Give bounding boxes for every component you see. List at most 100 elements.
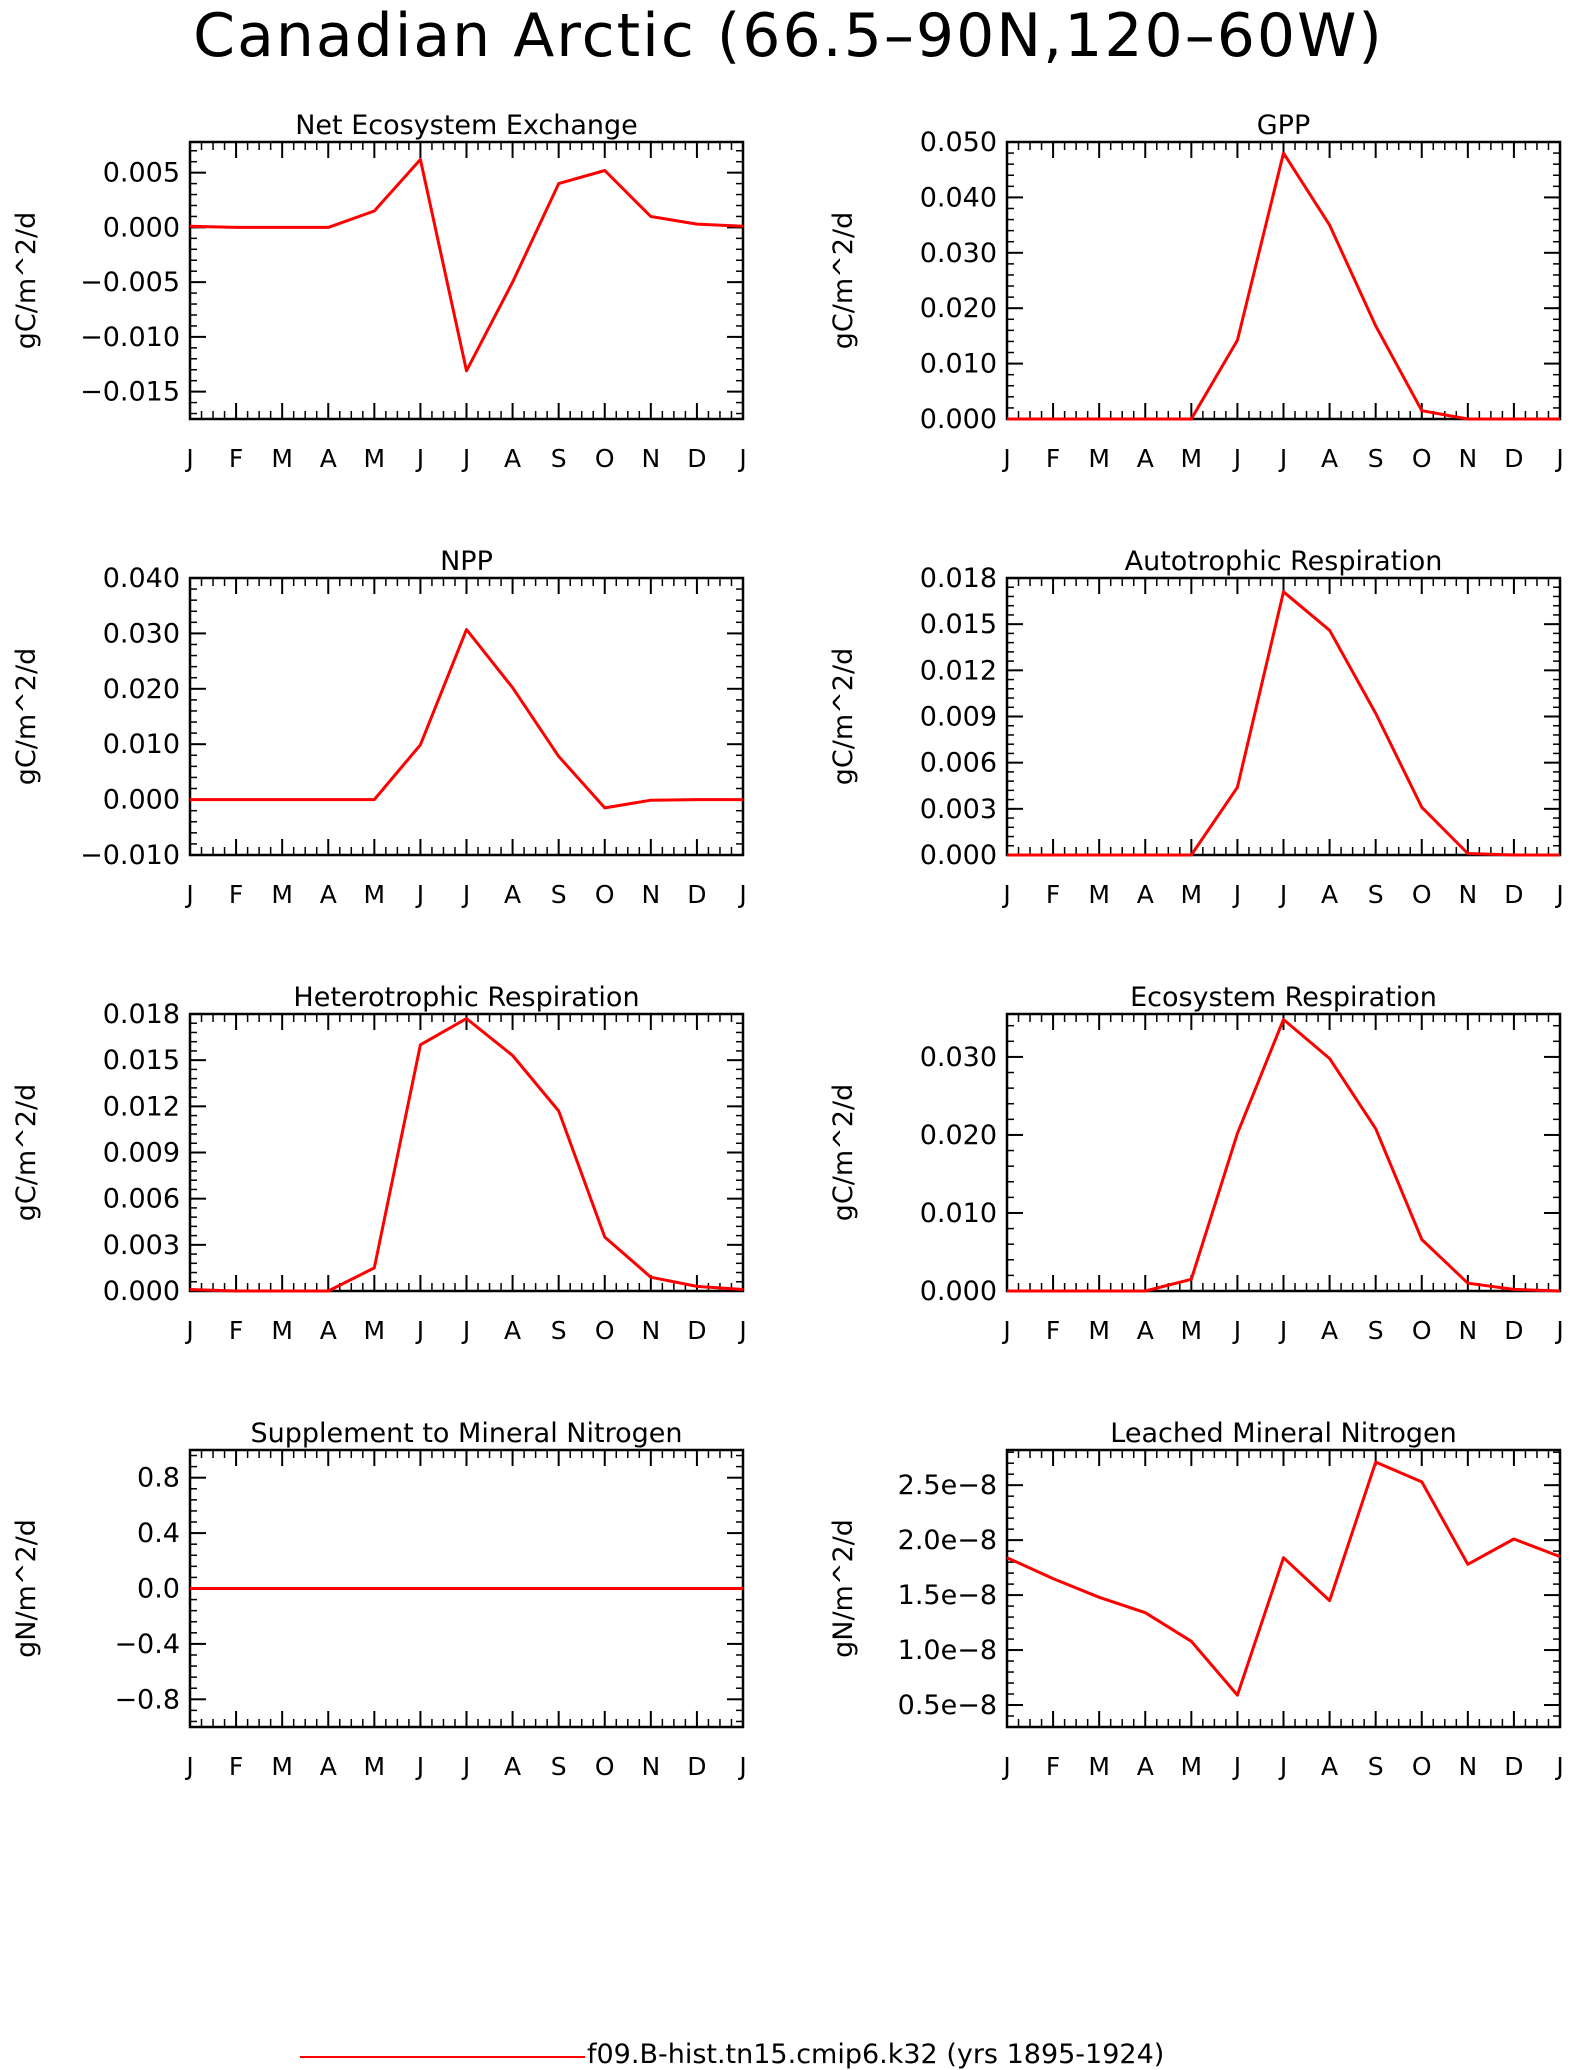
y-axis-label: gC/m^2/d bbox=[828, 212, 859, 349]
plot-frame bbox=[1005, 140, 1562, 421]
x-tick-label: J bbox=[1554, 444, 1563, 473]
y-tick-label: −0.010 bbox=[80, 322, 180, 353]
series-line bbox=[189, 158, 744, 373]
x-tick-label: S bbox=[551, 1752, 567, 1781]
plot-frame bbox=[188, 1012, 745, 1293]
plot-frame bbox=[1005, 1448, 1562, 1729]
chart-title: Autotrophic Respiration bbox=[1125, 546, 1443, 577]
x-tick-label: M bbox=[1088, 1752, 1110, 1781]
y-tick-label: 0.000 bbox=[920, 1276, 997, 1307]
x-tick-label: J bbox=[415, 880, 424, 909]
x-tick-label: J bbox=[461, 1316, 470, 1345]
chart-panel: J F M A M J J A S O N D J0.0000.0030.0060.0090.0120.… bbox=[11, 982, 747, 1345]
y-tick-label: 0.000 bbox=[920, 840, 997, 871]
y-tick-label: 2.5e−8 bbox=[898, 1470, 997, 1501]
x-tick-label: J bbox=[1001, 1316, 1010, 1345]
x-tick-label: F bbox=[1046, 444, 1060, 473]
x-tick-label: J bbox=[1232, 444, 1241, 473]
series-line bbox=[190, 628, 743, 810]
x-tick-label: N bbox=[641, 1752, 660, 1781]
x-tick-label: S bbox=[1368, 1752, 1384, 1781]
chart-panel: J F M A M J J A S O N D J0.5e−81.0e−81.5e−82.0e−82.5… bbox=[828, 1418, 1564, 1781]
y-tick-label: 0.006 bbox=[103, 1184, 180, 1215]
x-tick-label: O bbox=[595, 880, 615, 909]
x-tick-label: D bbox=[1504, 1316, 1523, 1345]
y-tick-label: 0.4 bbox=[137, 1518, 180, 1549]
y-tick-label: 0.030 bbox=[103, 618, 180, 649]
x-tick-label: A bbox=[504, 1752, 521, 1781]
x-tick-label: A bbox=[320, 444, 337, 473]
y-tick-label: −0.005 bbox=[80, 267, 180, 298]
y-tick-label: 0.003 bbox=[103, 1230, 180, 1261]
x-tick-label: J bbox=[737, 880, 746, 909]
x-tick-label: N bbox=[1458, 1316, 1477, 1345]
x-tick-label: A bbox=[320, 1752, 337, 1781]
x-tick-label: A bbox=[1321, 1752, 1338, 1781]
series-line bbox=[1007, 590, 1560, 857]
x-tick-label: N bbox=[1458, 1752, 1477, 1781]
x-tick-label: M bbox=[1181, 1316, 1203, 1345]
x-tick-label: J bbox=[1278, 1752, 1287, 1781]
x-tick-label: J bbox=[737, 444, 746, 473]
x-tick-label: J bbox=[737, 1752, 746, 1781]
y-axis-label: gC/m^2/d bbox=[828, 1084, 859, 1221]
x-tick-label: N bbox=[641, 444, 660, 473]
x-tick-label: M bbox=[271, 880, 293, 909]
x-tick-label: J bbox=[415, 1752, 424, 1781]
x-tick-label: J bbox=[184, 880, 193, 909]
x-tick-label: A bbox=[504, 1316, 521, 1345]
x-tick-label: O bbox=[595, 1316, 615, 1345]
x-tick-label: J bbox=[1001, 880, 1010, 909]
y-tick-label: 0.015 bbox=[103, 1045, 180, 1076]
x-tick-label: J bbox=[1001, 444, 1010, 473]
x-tick-label: F bbox=[229, 444, 243, 473]
x-tick-label: D bbox=[1504, 444, 1523, 473]
y-tick-label: 0.000 bbox=[103, 785, 180, 816]
y-tick-label: 1.5e−8 bbox=[898, 1580, 997, 1611]
x-tick-label: A bbox=[1321, 444, 1338, 473]
x-tick-label: F bbox=[1046, 1316, 1060, 1345]
y-axis-label: gC/m^2/d bbox=[11, 1084, 42, 1221]
plot-frame bbox=[1005, 576, 1562, 857]
x-tick-label: J bbox=[1232, 1316, 1241, 1345]
x-tick-label: J bbox=[1554, 880, 1563, 909]
x-tick-label: M bbox=[1181, 1752, 1203, 1781]
x-tick-label: A bbox=[1137, 880, 1154, 909]
x-tick-label: J bbox=[1554, 1316, 1563, 1345]
y-axis-label: gN/m^2/d bbox=[828, 1519, 859, 1658]
x-tick-label: S bbox=[1368, 880, 1384, 909]
legend: f09.B-hist.tn15.cmip6.k32 (yrs 1895-1924… bbox=[300, 2040, 1300, 2070]
x-tick-label: N bbox=[1458, 444, 1477, 473]
x-tick-label: M bbox=[1088, 1316, 1110, 1345]
y-tick-label: 0.018 bbox=[103, 999, 180, 1030]
y-tick-label: −0.8 bbox=[114, 1684, 180, 1715]
y-tick-label: 0.030 bbox=[920, 1042, 997, 1073]
x-tick-label: M bbox=[364, 1752, 386, 1781]
x-tick-label: M bbox=[1181, 444, 1203, 473]
chart-title: Heterotrophic Respiration bbox=[293, 982, 639, 1013]
y-tick-label: 0.010 bbox=[103, 729, 180, 760]
x-tick-label: J bbox=[1001, 1752, 1010, 1781]
series-line bbox=[189, 1017, 744, 1293]
series-line bbox=[1007, 151, 1560, 421]
y-tick-label: −0.015 bbox=[80, 377, 180, 408]
x-tick-label: M bbox=[364, 444, 386, 473]
x-tick-label: F bbox=[1046, 880, 1060, 909]
x-tick-label: O bbox=[1412, 1752, 1432, 1781]
plot-frame bbox=[188, 576, 745, 857]
y-tick-label: 0.000 bbox=[920, 404, 997, 435]
y-tick-label: 0.009 bbox=[103, 1138, 180, 1169]
x-tick-label: M bbox=[271, 1752, 293, 1781]
x-tick-label: J bbox=[737, 1316, 746, 1345]
x-tick-label: O bbox=[1412, 444, 1432, 473]
y-tick-label: 0.012 bbox=[103, 1091, 180, 1122]
y-axis-label: gC/m^2/d bbox=[828, 648, 859, 785]
plot-frame bbox=[1005, 1012, 1562, 1293]
x-tick-label: J bbox=[461, 444, 470, 473]
chart-title: Supplement to Mineral Nitrogen bbox=[251, 1418, 683, 1449]
x-tick-label: O bbox=[595, 444, 615, 473]
y-tick-label: 0.018 bbox=[920, 563, 997, 594]
x-tick-label: A bbox=[504, 880, 521, 909]
chart-title: NPP bbox=[440, 546, 493, 577]
x-tick-label: M bbox=[364, 880, 386, 909]
